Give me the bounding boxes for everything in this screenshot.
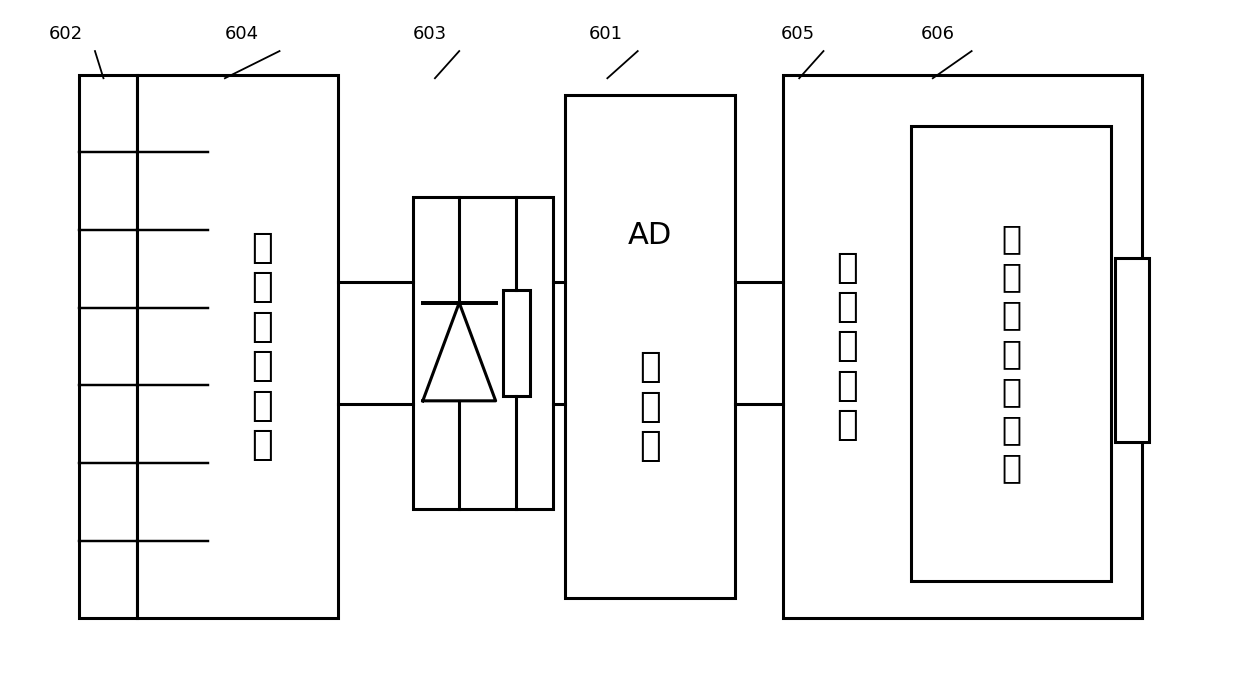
- Text: 605: 605: [781, 25, 815, 43]
- Bar: [783, 75, 1141, 618]
- Bar: [1115, 258, 1149, 441]
- Text: 601: 601: [589, 25, 623, 43]
- Text: 多
路
模
拟
开
关: 多 路 模 拟 开 关: [250, 231, 273, 462]
- Text: 606: 606: [921, 25, 954, 43]
- Bar: [138, 75, 338, 618]
- Text: 603: 603: [413, 25, 447, 43]
- Text: 602: 602: [48, 25, 83, 43]
- Text: 604: 604: [224, 25, 259, 43]
- Bar: [503, 290, 529, 396]
- Text: 转
换
器: 转 换 器: [639, 351, 660, 463]
- Text: 以
太
网
控
制
模
块: 以 太 网 控 制 模 块: [1001, 222, 1021, 484]
- Bar: [413, 197, 553, 509]
- Bar: [911, 125, 1111, 581]
- Bar: [79, 75, 138, 618]
- Bar: [565, 95, 735, 598]
- Text: 核
心
控
制
器: 核 心 控 制 器: [836, 251, 857, 442]
- Text: AD: AD: [628, 222, 672, 250]
